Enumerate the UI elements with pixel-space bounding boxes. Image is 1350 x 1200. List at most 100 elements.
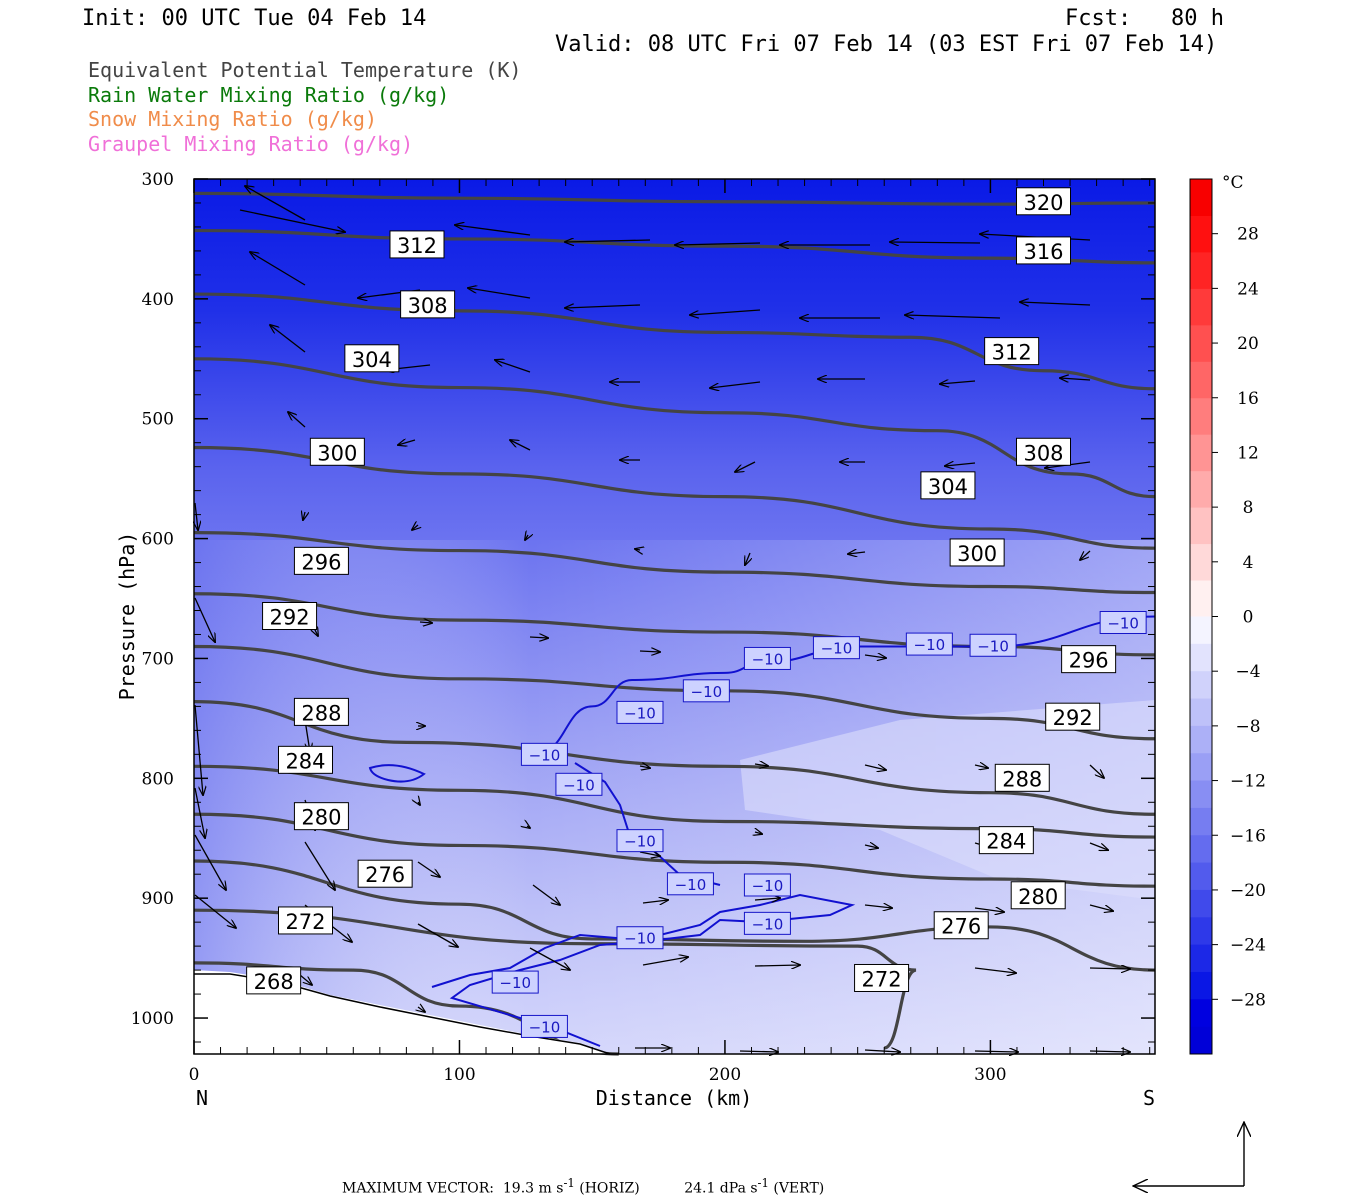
- svg-text:−10: −10: [752, 877, 784, 895]
- wind-vector: [418, 1007, 425, 1012]
- wind-vector: [639, 852, 660, 856]
- svg-text:296: 296: [301, 550, 341, 574]
- svg-text:−10: −10: [563, 776, 595, 794]
- wind-vector: [525, 535, 528, 540]
- svg-text:280: 280: [1018, 885, 1058, 909]
- theta-e-label: 312: [389, 230, 445, 259]
- svg-text:−10: −10: [529, 746, 561, 764]
- wind-vector: [642, 900, 668, 903]
- wind-vector: [412, 525, 418, 530]
- colorbar-tick-label: 4: [1243, 553, 1254, 573]
- svg-text:268: 268: [254, 970, 294, 994]
- init-time: Init: 00 UTC Tue 04 Feb 14: [82, 6, 427, 31]
- colorbar-tick-label: 0: [1243, 608, 1254, 628]
- wind-vector: [527, 826, 530, 828]
- valid-time: Valid: 08 UTC Fri 07 Feb 14 (03 EST Fri …: [555, 32, 1218, 57]
- svg-text:284: 284: [986, 830, 1026, 854]
- isotherm-label: −10: [743, 873, 791, 897]
- x-tick-label: 300: [974, 1065, 1006, 1085]
- svg-text:308: 308: [408, 294, 448, 318]
- svg-text:284: 284: [285, 749, 325, 773]
- theta-e-label: 304: [344, 344, 400, 373]
- svg-text:296: 296: [1069, 649, 1109, 673]
- colorbar-tick-label: −20: [1230, 881, 1266, 901]
- wind-vector: [864, 845, 878, 848]
- wind-vector: [848, 552, 866, 554]
- y-tick-label: 700: [142, 649, 174, 669]
- x-axis-label: Distance (km): [596, 1086, 753, 1110]
- colorbar-swatch: [1190, 288, 1212, 326]
- svg-text:−10: −10: [914, 636, 946, 654]
- wind-vector: [194, 597, 215, 642]
- y-tick-label: 1000: [131, 1009, 174, 1029]
- wind-vector: [194, 787, 205, 838]
- wind-vector: [417, 923, 458, 947]
- colorbar-tick-label: −12: [1230, 772, 1266, 792]
- wind-vector: [864, 765, 886, 770]
- svg-text:280: 280: [301, 806, 341, 830]
- isotherm-label: −10: [682, 679, 730, 703]
- theta-e-contour-304: [193, 445, 1156, 550]
- colorbar-swatch: [1190, 1026, 1212, 1055]
- theta-e-label: 320: [1016, 187, 1072, 216]
- theta-e-label: 288: [994, 763, 1050, 792]
- colorbar-swatch: [1190, 862, 1212, 891]
- y-axis-ticks: 300 400 500 600 700 800 900 1000: [131, 170, 1155, 1043]
- wind-vector: [194, 704, 203, 795]
- theta-e-contour-300: [193, 530, 1156, 595]
- isotherm-label: −10: [520, 742, 568, 766]
- theta-e-contour-280: [193, 812, 1156, 888]
- isotherm-minus10-loop: [368, 764, 426, 783]
- wind-vector: [398, 440, 416, 445]
- svg-text:320: 320: [1023, 191, 1063, 215]
- theta-e-contour-272: [193, 908, 917, 1050]
- isotherm-label: −10: [555, 772, 603, 796]
- svg-text:−10: −10: [691, 683, 723, 701]
- colorbar-swatch: [1190, 780, 1212, 809]
- colorbar-tick-label: 12: [1237, 443, 1259, 463]
- max-vector-caption: MAXIMUM VECTOR: 19.3 m s-1 (HORIZ) 24.1 …: [342, 1176, 825, 1197]
- colorbar-swatch: [1190, 470, 1212, 508]
- legend-theta-e: Equivalent Potential Temperature (K): [88, 58, 522, 82]
- isotherm-labels: −10−10−10−10−10−10 −10 −10−10−10−10 −10−10−…: [491, 610, 1147, 1038]
- theta-e-label: 316: [1016, 236, 1072, 265]
- wind-vector: [745, 552, 750, 565]
- wind-vector: [245, 186, 306, 221]
- theta-e-labels: 320 316 312 312 308 308 304 304 300 300 296 296 292 2…: [246, 187, 1117, 995]
- wind-vector: [974, 908, 1004, 912]
- y-tick-label: 300: [142, 170, 174, 190]
- colorbar-swatch: [1190, 397, 1212, 435]
- svg-text:−10: −10: [1107, 614, 1139, 632]
- x-tick-label: 200: [709, 1065, 741, 1085]
- wind-vector: [529, 947, 570, 970]
- isotherm-label: −10: [666, 872, 714, 896]
- wind-vector: [1089, 842, 1108, 850]
- legend-snow: Snow Mixing Ratio (g/kg): [88, 107, 377, 131]
- wind-vector: [194, 834, 226, 890]
- y-tick-label: 500: [142, 410, 174, 430]
- theta-e-label: 280: [293, 802, 349, 831]
- theta-e-label: 272: [854, 963, 910, 992]
- y-axis-label: Pressure (hPa): [115, 532, 139, 701]
- colorbar-tick-label: 24: [1237, 279, 1259, 299]
- plot-frame: [193, 178, 1156, 1055]
- x-tick-label: 100: [443, 1065, 475, 1085]
- colorbar-swatch: [1190, 725, 1212, 754]
- svg-text:316: 316: [1023, 240, 1063, 264]
- wind-vector: [565, 305, 641, 308]
- colorbar-swatch: [1190, 361, 1212, 399]
- colorbar-swatch: [1190, 753, 1212, 782]
- wind-vector: [1080, 550, 1091, 560]
- y-tick-label: 800: [142, 769, 174, 789]
- svg-text:−10: −10: [499, 974, 531, 992]
- wind-vector: [250, 252, 306, 286]
- isotherm-label: −10: [491, 970, 539, 994]
- theta-e-contour-276: [193, 859, 1156, 972]
- wind-vector: [1089, 968, 1130, 969]
- colorbar-swatch: [1190, 835, 1212, 864]
- svg-text:304: 304: [928, 475, 968, 499]
- colorbar-swatch: [1190, 434, 1212, 472]
- svg-text:−10: −10: [624, 704, 656, 722]
- theta-e-label: 304: [920, 471, 976, 500]
